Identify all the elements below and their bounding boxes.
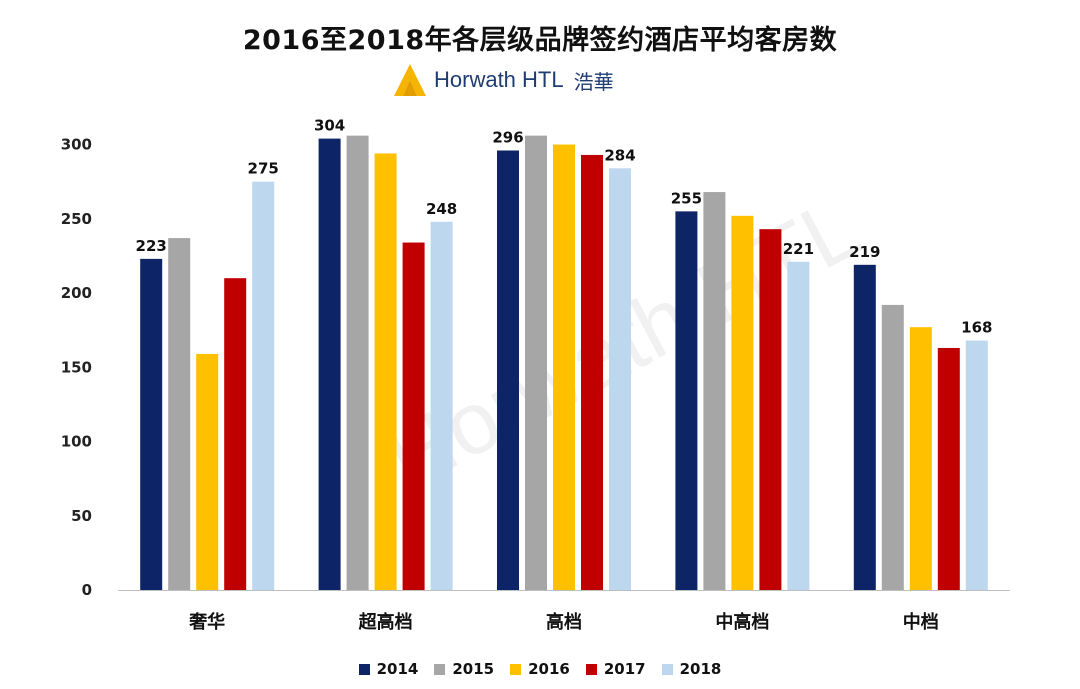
legend-label: 2017 bbox=[603, 660, 646, 678]
data-label: 275 bbox=[248, 160, 279, 178]
legend-label: 2015 bbox=[452, 660, 495, 678]
legend-item: 2017 bbox=[585, 660, 646, 678]
y-tick-label: 0 bbox=[82, 581, 92, 599]
legend-label: 2014 bbox=[376, 660, 419, 678]
data-label: 168 bbox=[961, 319, 992, 337]
data-label: 221 bbox=[783, 240, 814, 258]
horwath-logo: Horwath HTL 浩華 bbox=[392, 58, 614, 102]
bar-2014 bbox=[853, 264, 876, 590]
y-tick-label: 100 bbox=[61, 433, 92, 451]
bar-2017 bbox=[402, 242, 425, 590]
bar-2015 bbox=[703, 192, 726, 590]
horwath-logo-icon bbox=[394, 64, 426, 96]
y-tick-label: 150 bbox=[61, 358, 92, 376]
x-category-label: 奢华 bbox=[188, 611, 225, 633]
bar-2014 bbox=[675, 211, 698, 590]
bar-2015 bbox=[168, 238, 191, 590]
legend-swatch bbox=[434, 663, 446, 675]
data-label: 296 bbox=[492, 128, 523, 146]
legend-item: 2014 bbox=[358, 660, 419, 678]
bar-2018 bbox=[609, 168, 631, 590]
bar-2016 bbox=[196, 353, 219, 590]
y-tick-label: 200 bbox=[61, 284, 92, 302]
x-category-label: 中档 bbox=[903, 611, 939, 633]
x-category-label: 高档 bbox=[546, 611, 582, 633]
bar-2018 bbox=[252, 181, 275, 590]
bar-2017 bbox=[581, 154, 603, 590]
y-tick-label: 300 bbox=[61, 136, 92, 154]
bar-2018 bbox=[430, 221, 453, 590]
bar-2017 bbox=[759, 229, 782, 590]
bar-2016 bbox=[909, 327, 932, 590]
logo-brand-cn-text: 浩華 bbox=[573, 69, 614, 94]
legend-label: 2018 bbox=[679, 660, 722, 678]
bar-2014 bbox=[318, 138, 341, 590]
legend-item: 2018 bbox=[661, 660, 722, 678]
x-category-label: 中高档 bbox=[715, 611, 769, 633]
bar-2018 bbox=[965, 340, 988, 590]
bar-2015 bbox=[881, 304, 904, 590]
bar-2017 bbox=[937, 347, 960, 590]
data-label: 223 bbox=[136, 237, 167, 255]
chart-legend: 2014 2015 2016 2017 2018 bbox=[0, 660, 1080, 678]
logo-brand-text: Horwath HTL bbox=[434, 67, 564, 92]
legend-swatch bbox=[358, 663, 370, 675]
bar-2015 bbox=[525, 135, 547, 591]
data-label: 255 bbox=[671, 189, 702, 207]
legend-swatch bbox=[510, 663, 522, 675]
y-tick-label: 250 bbox=[61, 210, 92, 228]
legend-label: 2016 bbox=[528, 660, 570, 678]
bar-2016 bbox=[374, 153, 397, 591]
bar-2016 bbox=[731, 215, 754, 590]
data-label: 248 bbox=[426, 200, 457, 218]
bar-2014 bbox=[497, 150, 519, 590]
bar-2014 bbox=[140, 258, 163, 590]
legend-item: 2015 bbox=[434, 660, 494, 678]
legend-item: 2016 bbox=[510, 660, 570, 678]
legend-swatch bbox=[585, 663, 597, 675]
bar-2018 bbox=[787, 261, 810, 590]
bar-2016 bbox=[553, 144, 575, 590]
bar-2017 bbox=[224, 278, 247, 590]
bar-2015 bbox=[346, 135, 369, 591]
y-tick-label: 50 bbox=[71, 507, 92, 525]
data-label: 304 bbox=[314, 117, 345, 135]
legend-swatch bbox=[661, 663, 673, 675]
x-category-label: 超高档 bbox=[359, 611, 413, 633]
data-label: 284 bbox=[604, 146, 635, 164]
data-label: 219 bbox=[849, 243, 880, 261]
chart-title: 2016至2018年各层级品牌签约酒店平均客房数 bbox=[242, 25, 838, 56]
